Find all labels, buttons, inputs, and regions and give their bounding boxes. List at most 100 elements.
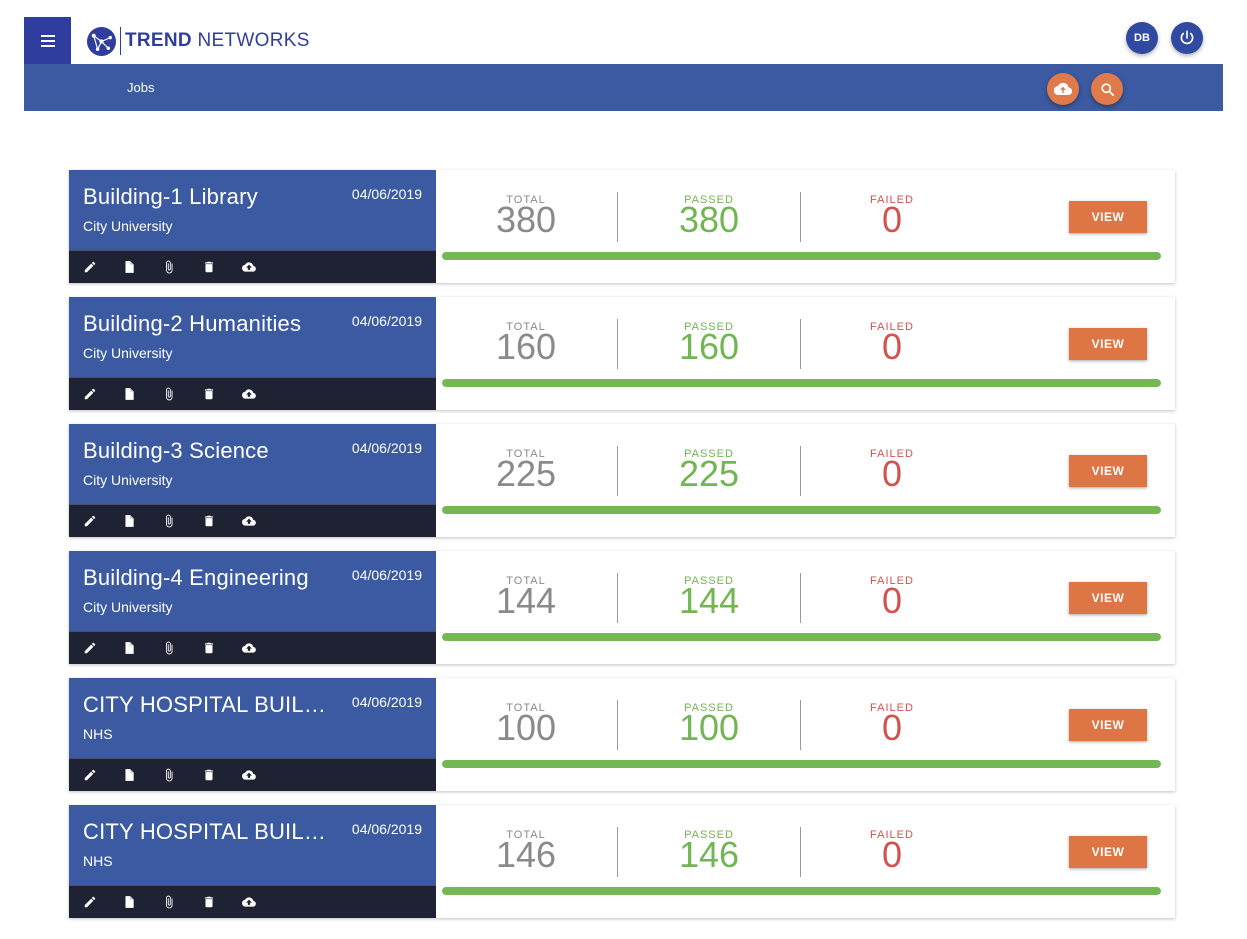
cloud-upload-icon — [242, 897, 256, 907]
report-button[interactable] — [121, 259, 137, 275]
job-info-panel: Building-4 Engineering 04/06/2019 City U… — [69, 551, 436, 664]
total-count: 100 — [495, 707, 557, 748]
attachments-button[interactable] — [161, 513, 177, 529]
cloud-upload-icon — [242, 770, 256, 780]
failed-label: FAILED — [870, 321, 914, 333]
edit-job-button[interactable] — [82, 513, 98, 529]
job-header[interactable]: CITY HOSPITAL BUILDI… 04/06/2019 NHS — [69, 805, 436, 885]
upload-job-button[interactable] — [241, 640, 257, 656]
view-button[interactable]: VIEW — [1069, 455, 1147, 487]
delete-job-button[interactable] — [201, 513, 217, 529]
menu-button[interactable] — [24, 17, 71, 64]
report-button[interactable] — [121, 640, 137, 656]
view-button[interactable]: VIEW — [1069, 328, 1147, 360]
total-stat: TOTAL 160 — [466, 321, 586, 365]
attachments-button[interactable] — [161, 259, 177, 275]
job-header[interactable]: Building-3 Science 04/06/2019 City Unive… — [69, 424, 436, 504]
failed-stat: FAILED 0 — [832, 829, 952, 873]
breadcrumb-jobs[interactable]: Jobs — [127, 80, 155, 95]
upload-job-button[interactable] — [241, 259, 257, 275]
passed-count: 160 — [678, 326, 740, 367]
report-button[interactable] — [121, 894, 137, 910]
view-button[interactable]: VIEW — [1069, 201, 1147, 233]
job-header[interactable]: Building-4 Engineering 04/06/2019 City U… — [69, 551, 436, 631]
failed-label: FAILED — [870, 448, 914, 460]
search-icon — [1100, 82, 1114, 96]
delete-job-button[interactable] — [201, 767, 217, 783]
brand-logo[interactable]: TREND NETWORKS — [86, 25, 310, 57]
view-button[interactable]: VIEW — [1069, 836, 1147, 868]
total-count: 225 — [495, 453, 557, 494]
delete-job-button[interactable] — [201, 640, 217, 656]
attachments-button[interactable] — [161, 894, 177, 910]
report-button[interactable] — [121, 767, 137, 783]
stat-divider — [800, 446, 801, 496]
passed-stat: PASSED 225 — [649, 448, 769, 492]
edit-icon — [84, 896, 96, 908]
search-button[interactable] — [1091, 73, 1123, 105]
edit-icon — [84, 515, 96, 527]
total-count: 146 — [495, 834, 557, 875]
failed-count: 0 — [881, 707, 903, 748]
failed-stat: FAILED 0 — [832, 194, 952, 238]
job-header[interactable]: Building-2 Humanities 04/06/2019 City Un… — [69, 297, 436, 377]
edit-job-button[interactable] — [82, 767, 98, 783]
job-header[interactable]: Building-1 Library 04/06/2019 City Unive… — [69, 170, 436, 250]
view-button[interactable]: VIEW — [1069, 709, 1147, 741]
pass-progress-fill — [442, 252, 1161, 260]
job-toolbar — [69, 504, 436, 537]
edit-job-button[interactable] — [82, 259, 98, 275]
failed-stat: FAILED 0 — [832, 448, 952, 492]
job-card: CITY HOSPITAL BUILDI… 04/06/2019 NHS — [69, 678, 1175, 791]
edit-job-button[interactable] — [82, 386, 98, 402]
report-button[interactable] — [121, 386, 137, 402]
report-button[interactable] — [121, 513, 137, 529]
failed-label: FAILED — [870, 575, 914, 587]
edit-job-button[interactable] — [82, 894, 98, 910]
upload-job-button[interactable] — [241, 767, 257, 783]
pass-progress-bar — [442, 760, 1161, 768]
total-label: TOTAL — [506, 829, 546, 841]
job-date: 04/06/2019 — [351, 313, 422, 329]
stat-divider — [617, 192, 618, 242]
job-client: NHS — [83, 726, 113, 742]
view-button[interactable]: VIEW — [1069, 582, 1147, 614]
job-date: 04/06/2019 — [351, 186, 422, 202]
upload-job-button[interactable] — [241, 894, 257, 910]
total-count: 144 — [495, 580, 557, 621]
job-client: City University — [83, 599, 173, 615]
pass-progress-bar — [442, 506, 1161, 514]
job-info-panel: Building-3 Science 04/06/2019 City Unive… — [69, 424, 436, 537]
pass-progress-fill — [442, 760, 1161, 768]
delete-job-button[interactable] — [201, 259, 217, 275]
job-list: Building-1 Library 04/06/2019 City Unive… — [69, 170, 1175, 932]
total-count: 160 — [495, 326, 557, 367]
upload-job-button[interactable] — [241, 386, 257, 402]
upload-job-button[interactable] — [241, 513, 257, 529]
total-stat: TOTAL 380 — [466, 194, 586, 238]
pass-progress-fill — [442, 633, 1161, 641]
delete-job-button[interactable] — [201, 894, 217, 910]
stat-divider — [800, 827, 801, 877]
stat-divider — [617, 446, 618, 496]
total-stat: TOTAL 146 — [466, 829, 586, 873]
logout-button[interactable] — [1171, 22, 1203, 54]
job-toolbar — [69, 631, 436, 664]
job-date: 04/06/2019 — [351, 440, 422, 456]
job-card: Building-1 Library 04/06/2019 City Unive… — [69, 170, 1175, 283]
edit-icon — [84, 388, 96, 400]
job-client: NHS — [83, 853, 113, 869]
failed-count: 0 — [881, 453, 903, 494]
user-avatar[interactable]: DB — [1126, 22, 1158, 54]
failed-count: 0 — [881, 834, 903, 875]
delete-job-button[interactable] — [201, 386, 217, 402]
job-info-panel: Building-1 Library 04/06/2019 City Unive… — [69, 170, 436, 283]
upload-button[interactable] — [1047, 73, 1079, 105]
attachments-button[interactable] — [161, 640, 177, 656]
edit-job-button[interactable] — [82, 640, 98, 656]
job-title: CITY HOSPITAL BUILDI… — [83, 692, 333, 717]
document-icon — [125, 896, 134, 908]
attachments-button[interactable] — [161, 767, 177, 783]
job-header[interactable]: CITY HOSPITAL BUILDI… 04/06/2019 NHS — [69, 678, 436, 758]
attachments-button[interactable] — [161, 386, 177, 402]
